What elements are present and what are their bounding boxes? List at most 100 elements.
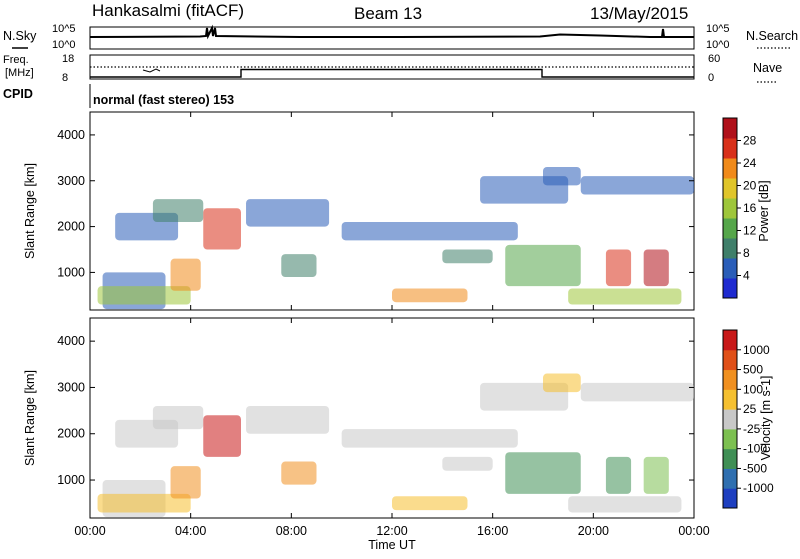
cpid-text: normal (fast stereo) 153 (93, 93, 234, 107)
time-tick-label: 12:00 (376, 524, 407, 538)
velocity-echo-patch (246, 406, 329, 434)
time-tick-label: 00:00 (74, 524, 105, 538)
power-colorbar-segment (723, 278, 737, 299)
velocity-echo-patch (505, 452, 581, 494)
power-colorbar-segment (723, 218, 737, 239)
velocity-echo-patch (543, 374, 581, 393)
power-ytick-label: 4000 (57, 128, 85, 142)
velocity-colorbar-segment (723, 409, 737, 429)
power-colorbar-tick-label: 24 (743, 156, 757, 170)
power-colorbar-segment (723, 178, 737, 199)
power-echo-patch (644, 250, 669, 287)
power-panel: Slant Range [km] 1000 2000 3000 4000 28 24 20… (23, 112, 771, 310)
power-colorbar-tick-label: 8 (743, 246, 750, 260)
power-echo-patch (203, 208, 241, 249)
velocity-colorbar-segment (723, 350, 737, 370)
power-ytick-label: 3000 (57, 174, 85, 188)
velocity-colorbar-segment (723, 370, 737, 390)
velocity-colorbar-label: Velocity [m s-1] (759, 376, 773, 461)
velocity-xlabel: Time UT (368, 538, 416, 552)
velocity-panel: Slant Range [km] 1000 2000 3000 4000 00:00 0… (23, 318, 774, 552)
power-echo-patch (505, 245, 581, 286)
date-title: 13/May/2015 (590, 4, 688, 23)
nave-tick-bottom: 0 (708, 72, 714, 84)
power-echo-patch (581, 176, 694, 194)
velocity-echo-patch (281, 462, 316, 485)
velocity-colorbar-tick-label: -1000 (743, 481, 774, 495)
power-echo-patch (543, 167, 581, 185)
power-colorbar: 28 24 20 16 12 8 4 (723, 118, 757, 299)
power-colorbar-segment (723, 258, 737, 279)
time-tick-label: 20:00 (578, 524, 609, 538)
velocity-echo-patch (153, 406, 203, 429)
freq-unit-label: [MHz] (5, 67, 34, 79)
velocity-echo-patch (568, 496, 681, 512)
velocity-colorbar-tick-label: 25 (743, 402, 757, 416)
velocity-echo-patch (203, 415, 241, 457)
power-echo-patch (281, 254, 316, 277)
velocity-ytick-label: 2000 (57, 427, 85, 441)
freq-tick-top: 18 (62, 53, 74, 65)
power-colorbar-segment (723, 158, 737, 179)
velocity-colorbar-segment (723, 330, 737, 350)
power-colorbar-tick-label: 20 (743, 179, 757, 193)
power-echo-patch (153, 199, 203, 222)
power-echo-patch (606, 250, 631, 287)
power-colorbar-tick-label: 4 (743, 269, 750, 283)
velocity-ytick-label: 1000 (57, 473, 85, 487)
power-colorbar-tick-label: 16 (743, 201, 757, 215)
noise-tick-right-bottom: 10^0 (706, 39, 730, 51)
power-ytick-label: 1000 (57, 265, 85, 279)
power-ytick-label: 2000 (57, 220, 85, 234)
power-colorbar-tick-label: 28 (743, 134, 757, 148)
noise-panel (90, 27, 694, 49)
power-echo-patch (342, 222, 518, 240)
velocity-echo-patch (342, 429, 518, 448)
power-echo-patch (246, 199, 329, 227)
velocity-colorbar-segment (723, 468, 737, 488)
velocity-echo-patch (644, 457, 669, 494)
nave-label: Nave (753, 61, 782, 75)
power-ylabel: Slant Range [km] (23, 163, 37, 259)
power-colorbar-segment (723, 138, 737, 159)
velocity-ytick-label: 3000 (57, 380, 85, 394)
power-colorbar-label: Power [dB] (757, 180, 771, 241)
velocity-echo-patch (606, 457, 631, 494)
velocity-colorbar-tick-label: -500 (743, 461, 767, 475)
power-colorbar-segment (723, 118, 737, 139)
nsky-trace (90, 28, 694, 37)
velocity-colorbar-segment (723, 429, 737, 449)
nave-tick-top: 60 (708, 53, 720, 65)
velocity-echo-patch (442, 457, 492, 471)
time-tick-label: 16:00 (477, 524, 508, 538)
time-tick-label: 08:00 (276, 524, 307, 538)
freq-label: Freq. (3, 54, 29, 66)
station-title: Hankasalmi (fitACF) (92, 1, 244, 20)
power-colorbar-segment (723, 198, 737, 219)
nsky-label: N.Sky (3, 29, 37, 43)
velocity-echo-patch (581, 383, 694, 402)
velocity-ylabel: Slant Range [km] (23, 370, 37, 466)
freq-tick-bottom: 8 (62, 72, 68, 84)
power-echo-patch (171, 259, 201, 291)
power-echo-patch (392, 288, 468, 302)
velocity-colorbar-segment (723, 389, 737, 409)
cpid-label: CPID (3, 87, 33, 101)
noise-tick-right-top: 10^5 (706, 23, 730, 35)
velocity-colorbar-segment (723, 488, 737, 508)
velocity-colorbar-tick-label: 1000 (743, 343, 770, 357)
time-tick-label: 04:00 (175, 524, 206, 538)
power-echo-patch (568, 288, 681, 304)
nsearch-label: N.Search (746, 29, 798, 43)
velocity-echo-patch (171, 466, 201, 498)
freq-trace (90, 70, 694, 78)
beam-title: Beam 13 (354, 4, 422, 23)
nave-glitch (143, 69, 160, 72)
time-tick-label: 00:00 (678, 524, 709, 538)
power-echo-patch (442, 250, 492, 264)
velocity-ytick-label: 4000 (57, 334, 85, 348)
velocity-echo-patch (392, 496, 468, 510)
velocity-colorbar-tick-label: 500 (743, 363, 763, 377)
power-colorbar-tick-label: 12 (743, 224, 757, 238)
